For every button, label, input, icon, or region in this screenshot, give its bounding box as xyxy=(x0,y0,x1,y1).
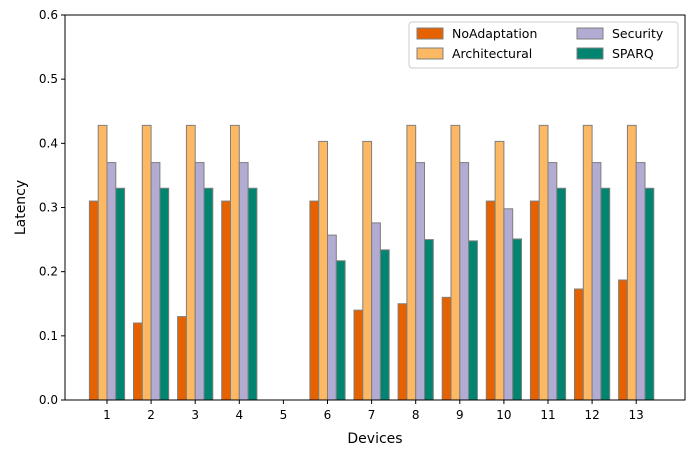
bar-noadaptation-device-2 xyxy=(133,322,143,401)
bar-sparq-device-8 xyxy=(424,239,434,401)
y-tick-label: 0.3 xyxy=(39,201,58,215)
legend: NoAdaptation Architectural Security SPARQ xyxy=(408,21,679,69)
y-tick-label: 0.5 xyxy=(39,72,58,86)
y-tick-label: 0.1 xyxy=(39,329,58,343)
bar-security-device-4 xyxy=(238,162,249,401)
legend-swatch-sparq xyxy=(576,47,604,60)
y-axis-ticks: 0.0 0.1 0.2 0.3 0.4 0.5 0.6 xyxy=(39,8,65,407)
x-tick-label: 9 xyxy=(456,408,464,422)
bar-architectural-device-6 xyxy=(318,140,329,401)
bar-noadaptation-device-11 xyxy=(529,200,540,401)
x-tick-label: 11 xyxy=(540,408,555,422)
x-tick-label: 12 xyxy=(584,408,599,422)
y-axis-label: Latency xyxy=(13,180,29,235)
bar-architectural-device-1 xyxy=(97,124,108,401)
x-tick-label: 8 xyxy=(412,408,420,422)
x-tick-label: 10 xyxy=(496,408,511,422)
bars-group xyxy=(88,124,655,401)
bar-noadaptation-device-7 xyxy=(353,309,364,401)
bar-security-device-11 xyxy=(547,162,558,401)
x-tick-label: 5 xyxy=(280,408,288,422)
bar-security-device-7 xyxy=(371,222,381,401)
legend-swatch-noadaptation xyxy=(416,27,444,40)
bar-sparq-device-1 xyxy=(115,187,126,401)
bar-security-device-8 xyxy=(415,162,426,401)
bar-noadaptation-device-4 xyxy=(221,200,231,401)
bar-noadaptation-device-6 xyxy=(309,200,320,401)
legend-swatch-security xyxy=(576,27,604,40)
bar-security-device-2 xyxy=(150,162,161,401)
bar-architectural-device-2 xyxy=(141,124,152,401)
x-tick-label: 13 xyxy=(629,408,644,422)
x-tick-label: 2 xyxy=(147,408,155,422)
bar-security-device-12 xyxy=(591,162,602,401)
bar-sparq-device-4 xyxy=(247,187,258,401)
bar-noadaptation-device-12 xyxy=(574,288,584,401)
bar-architectural-device-4 xyxy=(230,124,240,401)
y-tick-label: 0.0 xyxy=(39,393,58,407)
y-tick-label: 0.4 xyxy=(39,136,58,150)
legend-box xyxy=(408,21,679,69)
bar-architectural-device-11 xyxy=(538,124,549,401)
bar-security-device-1 xyxy=(106,162,117,401)
bar-architectural-device-9 xyxy=(450,124,461,401)
bar-security-device-13 xyxy=(635,162,646,401)
legend-swatch-architectural xyxy=(416,47,444,60)
bar-sparq-device-6 xyxy=(335,260,346,401)
x-tick-label: 6 xyxy=(324,408,332,422)
bar-noadaptation-device-9 xyxy=(441,296,452,401)
bar-sparq-device-9 xyxy=(468,240,478,401)
bar-security-device-9 xyxy=(459,162,470,401)
bar-sparq-device-10 xyxy=(512,238,523,401)
legend-label-sparq: SPARQ xyxy=(612,46,654,61)
bar-noadaptation-device-1 xyxy=(88,200,99,401)
bar-sparq-device-3 xyxy=(203,187,214,401)
bar-noadaptation-device-10 xyxy=(485,200,496,401)
legend-label-security: Security xyxy=(612,26,664,41)
bar-architectural-device-8 xyxy=(406,124,417,401)
bar-noadaptation-device-8 xyxy=(397,303,408,401)
legend-label-noadaptation: NoAdaptation xyxy=(452,26,537,41)
x-tick-label: 4 xyxy=(235,408,243,422)
bar-security-device-6 xyxy=(327,234,337,401)
x-tick-label: 7 xyxy=(368,408,376,422)
bar-sparq-device-7 xyxy=(379,249,390,401)
bar-noadaptation-device-13 xyxy=(618,279,628,401)
bar-sparq-device-12 xyxy=(600,187,611,401)
bar-sparq-device-13 xyxy=(644,187,655,401)
bar-architectural-device-10 xyxy=(494,140,505,401)
x-tick-label: 3 xyxy=(191,408,199,422)
bar-architectural-device-13 xyxy=(626,124,637,401)
bar-architectural-device-12 xyxy=(582,124,593,401)
bar-sparq-device-2 xyxy=(159,187,170,401)
x-tick-label: 1 xyxy=(103,408,111,422)
bar-noadaptation-device-3 xyxy=(177,316,187,401)
x-axis-label: Devices xyxy=(347,431,402,447)
x-axis-ticks: 1 2 3 4 5 6 7 8 9 10 11 12 13 xyxy=(103,400,644,422)
bar-sparq-device-11 xyxy=(556,187,567,401)
bar-security-device-3 xyxy=(194,162,205,401)
bar-security-device-10 xyxy=(503,208,514,401)
bar-architectural-device-7 xyxy=(362,140,373,401)
bar-architectural-device-3 xyxy=(185,124,196,401)
legend-label-architectural: Architectural xyxy=(452,46,532,61)
y-tick-label: 0.6 xyxy=(39,8,58,22)
y-tick-label: 0.2 xyxy=(39,265,58,279)
